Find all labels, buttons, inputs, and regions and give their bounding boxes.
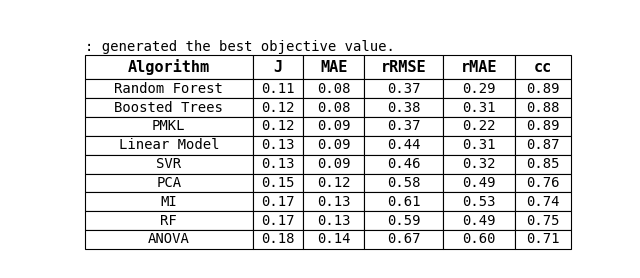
Text: : generated the best objective value.: : generated the best objective value. bbox=[85, 40, 395, 54]
